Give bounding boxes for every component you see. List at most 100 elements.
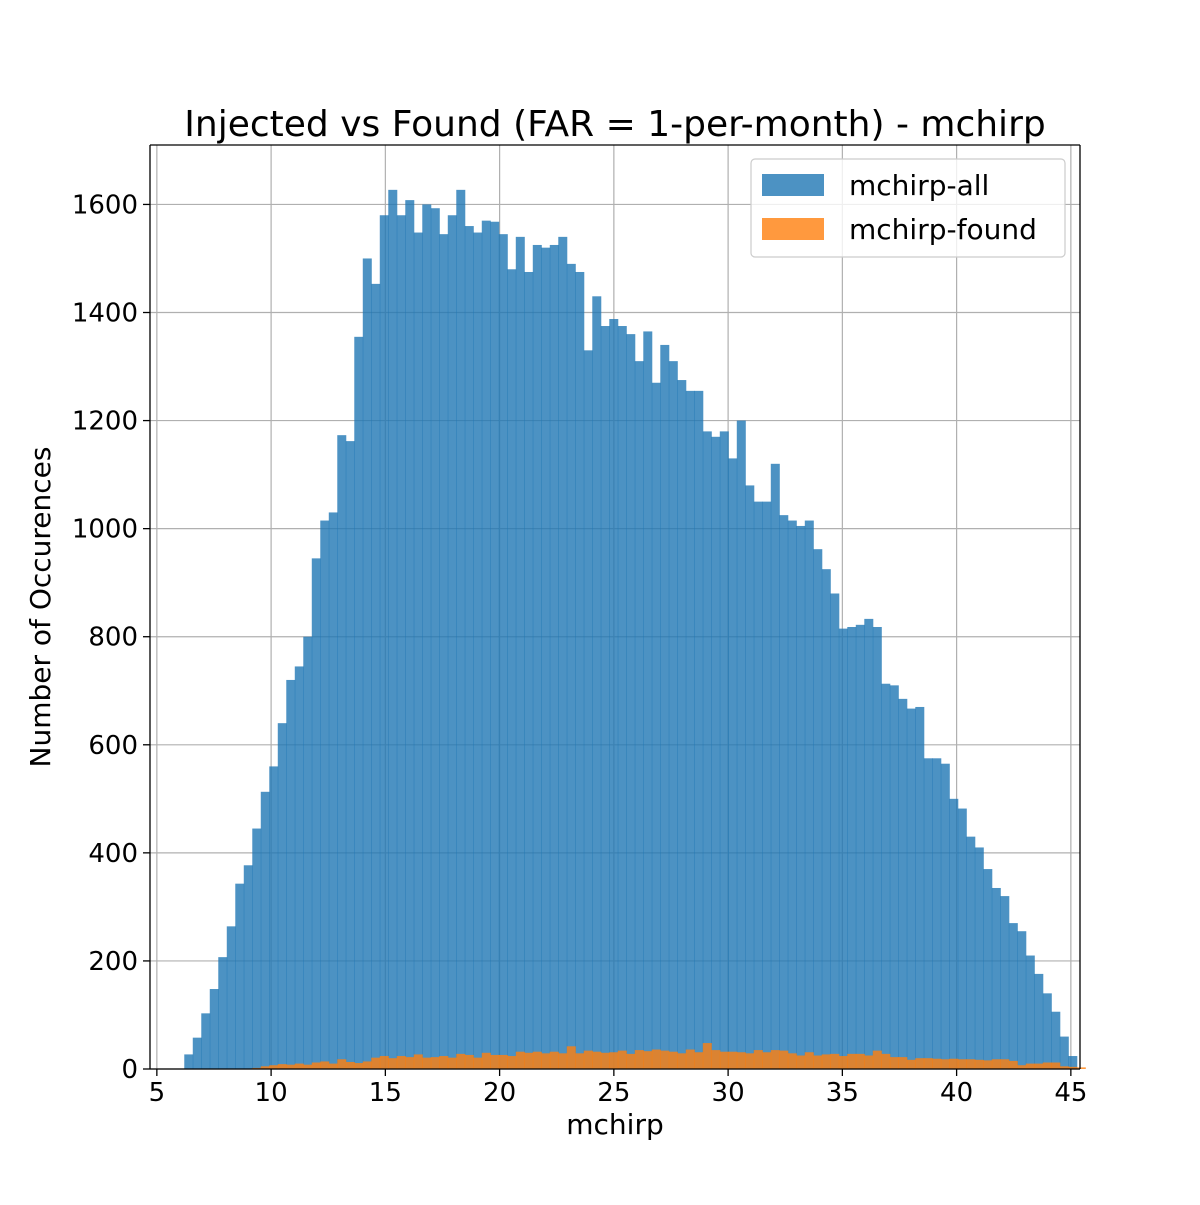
bar — [702, 1043, 712, 1069]
bar — [558, 1053, 568, 1069]
bar — [260, 1066, 270, 1069]
bar — [1017, 931, 1027, 1069]
bar — [728, 458, 738, 1069]
y-tick-label: 0 — [121, 1055, 138, 1085]
bar — [498, 1054, 508, 1069]
bar — [745, 1053, 755, 1069]
bar — [660, 1050, 670, 1069]
bars — [184, 189, 1086, 1070]
bar — [872, 626, 882, 1069]
y-tick-label: 200 — [88, 947, 138, 977]
bar — [1076, 1067, 1086, 1069]
bar — [626, 1053, 636, 1069]
y-tick-label: 400 — [88, 839, 138, 869]
bar — [456, 189, 466, 1069]
bar — [770, 463, 780, 1069]
bar — [736, 1052, 746, 1069]
bar — [643, 1051, 653, 1069]
bar — [371, 283, 381, 1069]
bar — [566, 1046, 576, 1069]
bar — [439, 234, 449, 1069]
legend: mchirp-all mchirp-found — [750, 158, 1066, 258]
bar — [328, 512, 338, 1069]
bar — [940, 763, 950, 1069]
bar — [872, 1050, 882, 1069]
y-tick-label: 1000 — [72, 515, 138, 545]
bar — [651, 1049, 661, 1069]
bar — [736, 420, 746, 1069]
bar — [532, 244, 542, 1069]
bar — [1025, 955, 1035, 1069]
bar — [957, 1059, 967, 1069]
y-tick-label: 600 — [88, 731, 138, 761]
bar — [966, 1059, 976, 1069]
bar — [481, 1052, 491, 1069]
bar — [634, 1050, 644, 1069]
bar — [490, 221, 500, 1069]
bar — [1068, 1066, 1078, 1069]
bar — [1000, 896, 1010, 1069]
bar — [481, 220, 491, 1070]
bar — [668, 1051, 678, 1069]
bar — [320, 520, 330, 1069]
bar — [813, 549, 823, 1069]
bar — [821, 569, 831, 1069]
bar — [303, 636, 313, 1069]
bar — [609, 1052, 619, 1069]
bar — [864, 1055, 874, 1069]
bar — [362, 258, 372, 1069]
bar — [286, 1064, 296, 1069]
bar — [218, 957, 228, 1069]
bar — [405, 1057, 415, 1069]
bar — [983, 869, 993, 1069]
bar — [847, 1053, 857, 1069]
bar — [957, 808, 967, 1069]
bar — [413, 1054, 423, 1069]
bar — [328, 1063, 338, 1069]
bar — [532, 1051, 542, 1069]
x-tick-label: 40 — [940, 1078, 973, 1108]
bar — [1025, 1063, 1035, 1069]
bar — [949, 1058, 959, 1069]
bar — [464, 226, 474, 1070]
bar — [1042, 993, 1052, 1069]
bar — [770, 1050, 780, 1069]
bar — [719, 431, 729, 1069]
bar — [796, 1055, 806, 1069]
bar — [235, 883, 245, 1069]
y-tick-label: 1200 — [72, 407, 138, 437]
bar — [813, 1055, 823, 1069]
bar — [855, 624, 865, 1069]
bar — [762, 501, 772, 1069]
legend-swatch — [762, 174, 824, 196]
bar — [226, 926, 236, 1069]
bar — [1051, 1062, 1061, 1069]
bar — [524, 271, 534, 1070]
bar — [1034, 973, 1044, 1069]
bar — [991, 887, 1001, 1069]
bar — [549, 1051, 559, 1069]
bar — [753, 501, 763, 1069]
bar — [379, 1056, 389, 1069]
x-tick-label: 45 — [1054, 1078, 1087, 1108]
bar — [864, 618, 874, 1069]
bar — [1000, 1059, 1010, 1069]
bar — [753, 1050, 763, 1069]
bar — [779, 515, 789, 1069]
bar — [507, 1056, 517, 1069]
bar — [651, 382, 661, 1069]
legend-label: mchirp-all — [849, 169, 989, 202]
bar — [498, 234, 508, 1069]
bar — [201, 1013, 211, 1069]
bar — [430, 208, 440, 1069]
bar — [932, 758, 942, 1069]
bar — [430, 1057, 440, 1069]
bar — [779, 1050, 789, 1069]
bar — [830, 593, 840, 1069]
bar — [881, 683, 891, 1069]
bar — [787, 520, 797, 1069]
bar — [889, 685, 899, 1069]
bar — [269, 766, 279, 1069]
